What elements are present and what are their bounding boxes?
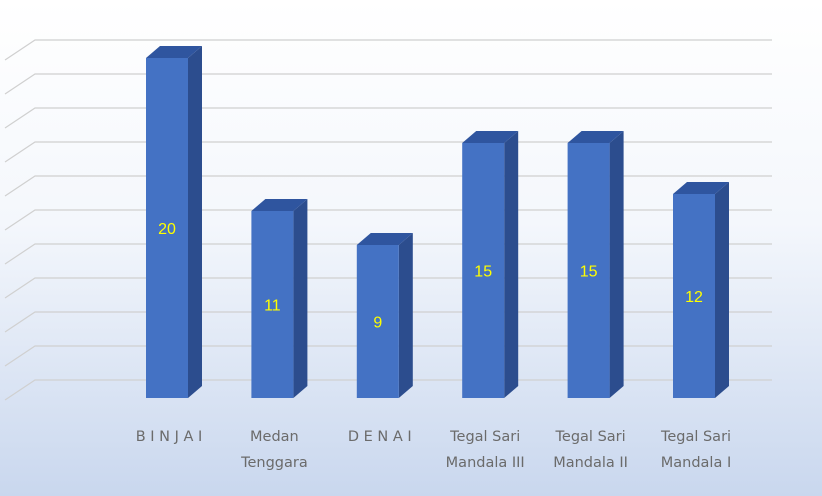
bar-front — [146, 58, 188, 398]
grid-line — [4, 209, 772, 231]
bar — [251, 199, 308, 398]
data-label: 11 — [264, 298, 281, 315]
grid-line — [4, 107, 772, 129]
bar-front — [673, 194, 715, 398]
bar-front — [462, 143, 505, 398]
bar-top — [356, 233, 413, 245]
bar-side — [398, 233, 413, 398]
grid-line — [4, 345, 772, 367]
bar-front — [251, 211, 294, 398]
bar-top — [251, 199, 308, 211]
data-label: 15 — [474, 264, 492, 281]
bar-side — [293, 199, 308, 398]
grid-line — [4, 141, 772, 163]
grid-line — [4, 311, 772, 333]
data-label: 20 — [158, 221, 176, 238]
bar-top — [673, 182, 729, 194]
grid-line — [4, 175, 772, 197]
bar-front — [356, 245, 399, 398]
bar-top — [567, 131, 624, 143]
bar-top — [146, 46, 202, 58]
bar — [462, 131, 519, 398]
grid-line — [4, 379, 772, 401]
data-label: 9 — [373, 315, 382, 332]
bar — [567, 131, 624, 398]
x-tick-label: D E N A I — [347, 429, 412, 445]
bar-side — [715, 182, 729, 398]
bar — [356, 233, 413, 398]
x-tick-label: Tegal Sari Mandala III — [445, 429, 525, 471]
data-label: 15 — [580, 264, 598, 281]
bar-side — [188, 46, 202, 398]
bar-top — [462, 131, 519, 143]
x-tick-label: Tegal Sari Mandala I — [660, 429, 732, 471]
bar-side — [609, 131, 624, 398]
x-tick-label: Tegal Sari Mandala II — [553, 429, 628, 471]
bar-front — [567, 143, 610, 398]
grid-line — [4, 243, 772, 265]
x-tick-label: Medan Tenggara — [241, 429, 308, 471]
grid-line — [4, 39, 772, 61]
bar — [146, 46, 202, 398]
bar-side — [504, 131, 519, 398]
grid-line — [4, 277, 772, 299]
data-label: 12 — [685, 289, 703, 306]
bar — [673, 182, 729, 398]
x-tick-label: B I N J A I — [135, 429, 203, 445]
grid-line — [4, 73, 772, 95]
